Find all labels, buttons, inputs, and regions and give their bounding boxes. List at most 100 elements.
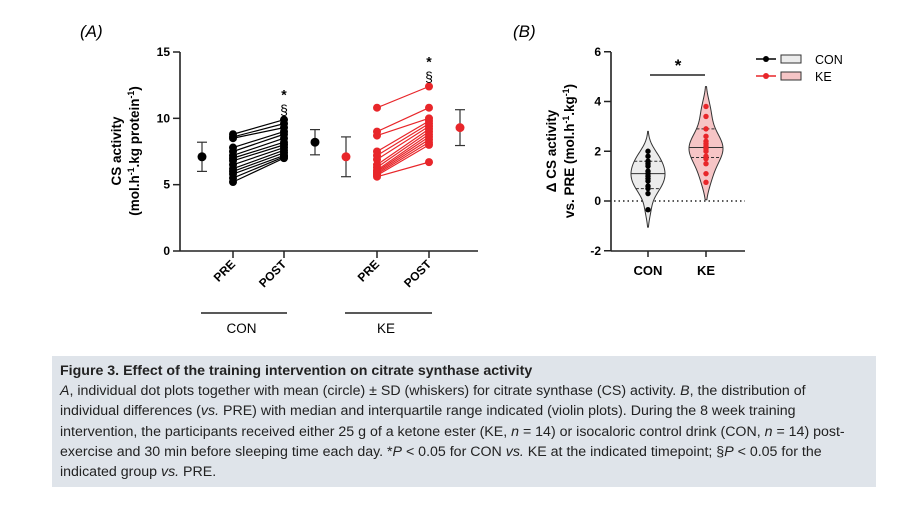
data-point — [703, 103, 709, 110]
pre-mean-point — [341, 152, 351, 162]
caption-text: = 14) post-exercise and 30 min before sl… — [60, 423, 845, 460]
y-label-part: ) — [562, 84, 577, 89]
pre-mean-point — [197, 152, 207, 162]
paired-line — [376, 136, 430, 172]
y-tick-label: 15 — [157, 45, 171, 59]
paired-line — [232, 144, 285, 162]
legend-swatch — [780, 71, 802, 81]
x-tick-label: KE — [697, 263, 715, 278]
caption-text: vs. — [200, 403, 220, 420]
y-tick-label: 4 — [594, 95, 601, 109]
pre-point — [373, 103, 381, 112]
data-point — [645, 163, 651, 169]
caption-text: B — [680, 383, 690, 400]
y-label-part: -1 — [126, 91, 136, 99]
y-label-line1: Δ CS activity — [544, 109, 559, 192]
paired-line — [376, 125, 430, 160]
caption-text: = 14) or isocaloric control drink (CON, — [519, 423, 765, 440]
y-label-part: (mol.h — [127, 175, 142, 216]
paired-line — [232, 157, 285, 183]
pre-point — [373, 131, 381, 140]
x-tick-label: PRE — [211, 257, 238, 284]
caption-text: KE at the indicated timepoint; § — [523, 443, 725, 460]
data-point — [703, 179, 709, 186]
y-label-part: -1 — [561, 88, 571, 96]
y-label-part: vs. PRE (mol.h — [562, 124, 577, 219]
y-tick-label: -2 — [590, 244, 601, 258]
caption-text: PRE) with median and interquartile range… — [60, 403, 796, 440]
paired-line — [376, 123, 430, 156]
figure-caption: Figure 3. Effect of the training interve… — [52, 356, 876, 487]
y-tick-label: 6 — [594, 45, 601, 59]
pre-point — [373, 172, 381, 181]
paired-line — [232, 133, 285, 153]
y-tick-label: 0 — [163, 244, 170, 258]
paired-line — [376, 131, 430, 168]
post-mean-point — [310, 137, 320, 147]
paired-line — [232, 149, 285, 170]
caption-text: < 0.05 for the indicated group — [60, 443, 822, 481]
data-point — [703, 126, 709, 132]
y-label-line2: (mol.h-1.kg protein-1) — [126, 86, 142, 216]
legend-label: CON — [815, 53, 843, 67]
y-label-part: -1 — [126, 167, 136, 175]
y-label-part: ) — [127, 86, 142, 91]
section-symbol: § — [425, 68, 433, 84]
caption-text: < 0.05 for CON — [402, 443, 506, 460]
post-point — [280, 154, 288, 163]
data-point — [645, 153, 651, 159]
group-label: CON — [227, 321, 257, 336]
y-axis-label: CS activity(mol.h-1.kg protein-1) — [109, 86, 142, 216]
paired-line — [232, 146, 285, 166]
caption-text: PRE. — [179, 464, 217, 481]
data-point — [645, 190, 651, 197]
paired-line — [376, 85, 430, 109]
data-point — [703, 160, 709, 167]
data-point — [703, 113, 709, 120]
x-tick-label: POST — [256, 257, 289, 290]
pre-point — [229, 134, 237, 143]
legend-label: KE — [815, 70, 832, 84]
caption-title: Figure 3. Effect of the training interve… — [60, 363, 533, 379]
significance-star: * — [281, 87, 287, 103]
caption-text: vs. — [160, 464, 180, 481]
caption-body: A, individual dot plots together with me… — [60, 381, 868, 482]
legend-marker — [763, 56, 769, 62]
paired-line — [232, 119, 285, 135]
paired-line — [232, 154, 285, 175]
paired-line — [376, 133, 430, 171]
x-tick-label: CON — [634, 263, 663, 278]
data-point — [703, 148, 709, 154]
paired-line — [232, 123, 285, 138]
legend-swatch — [780, 54, 802, 64]
paired-line — [376, 139, 430, 174]
paired-line — [376, 141, 430, 175]
y-axis-label: Δ CS activity vs. PRE (mol.h-1.kg-1) — [544, 84, 577, 218]
data-point — [645, 207, 651, 213]
caption-text: n — [764, 423, 773, 440]
paired-line — [232, 156, 285, 179]
data-point — [703, 156, 709, 162]
paired-line — [232, 127, 285, 139]
paired-line — [376, 161, 430, 178]
post-mean-point — [455, 123, 465, 133]
section-symbol: § — [280, 102, 288, 118]
y-label-part: .kg protein — [127, 98, 142, 167]
data-point — [645, 178, 651, 184]
caption-text: n — [511, 423, 519, 440]
panel-label-a: (A) — [80, 22, 103, 41]
post-point — [425, 82, 433, 91]
legend-marker — [763, 73, 769, 79]
y-label-part: .kg — [562, 96, 577, 116]
caption-text: , the distribution of individual differe… — [60, 383, 806, 420]
paired-line — [376, 107, 430, 133]
paired-line — [232, 137, 285, 157]
caption-text: A — [60, 383, 70, 400]
paired-line — [232, 131, 285, 149]
paired-line — [232, 152, 285, 172]
y-tick-label: 10 — [157, 111, 171, 125]
post-point — [425, 103, 433, 112]
panel-label-b: (B) — [513, 22, 536, 41]
paired-line — [376, 128, 430, 166]
